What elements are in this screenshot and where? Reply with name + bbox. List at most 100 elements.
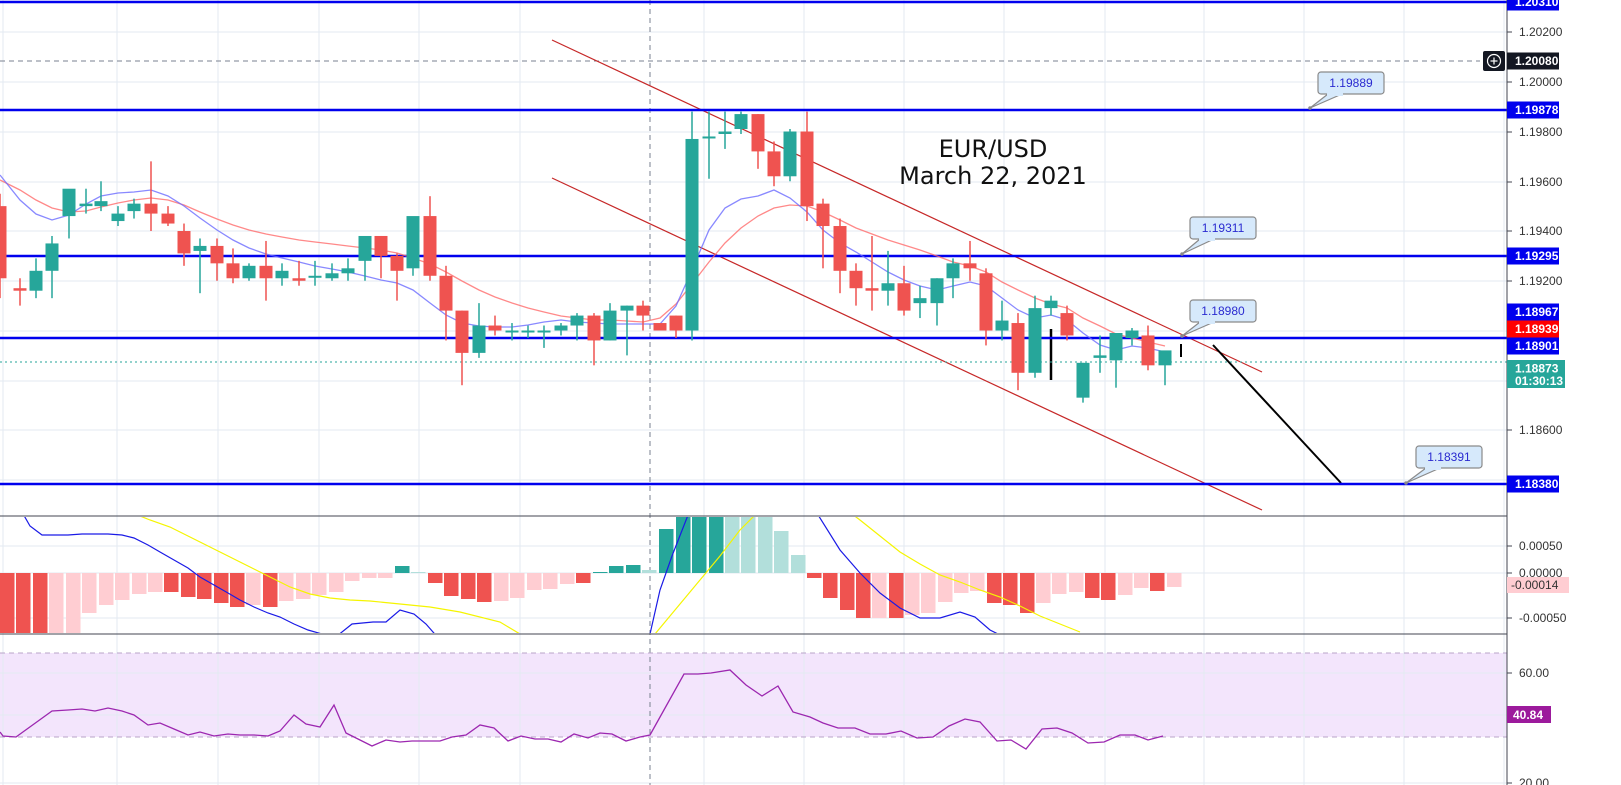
macd-bar <box>774 531 789 573</box>
macd-bar <box>1150 573 1165 591</box>
ema-fast-line <box>0 174 1166 353</box>
candle <box>1076 362 1090 403</box>
candle <box>1028 295 1042 378</box>
candle <box>718 111 732 149</box>
macd-bar <box>856 573 871 618</box>
candle <box>783 129 797 182</box>
macd-bar <box>197 573 212 599</box>
candle <box>1093 335 1107 373</box>
candle <box>881 250 895 306</box>
svg-text:40.84: 40.84 <box>1513 708 1543 722</box>
candle <box>275 263 289 286</box>
candle <box>0 193 7 299</box>
macd-bar <box>758 517 773 573</box>
candle <box>913 285 927 319</box>
price-callouts[interactable]: 1.19889 1.19311 1.18980 1.18391 <box>1180 71 1483 485</box>
rsi-tick-label: 20.00 <box>1519 776 1549 785</box>
macd-bar <box>263 573 278 607</box>
price-callout[interactable]: 1.19311 <box>1180 216 1257 256</box>
macd-bar <box>477 573 492 602</box>
macd-bar <box>296 573 311 599</box>
price-tick-label: 1.19400 <box>1519 224 1563 238</box>
price-callout[interactable]: 1.18980 <box>1180 299 1257 338</box>
chart-title-line1: EUR/USD <box>939 135 1048 163</box>
candle <box>620 305 634 356</box>
macd-bar <box>1118 573 1133 595</box>
price-callout[interactable]: 1.18391 <box>1404 445 1483 485</box>
macd-bar <box>444 573 459 596</box>
signal-line <box>140 517 1081 633</box>
macd-bar <box>461 573 476 599</box>
callout-label: 1.19889 <box>1329 76 1373 90</box>
price-callout[interactable]: 1.19889 <box>1308 71 1385 110</box>
macd-bar <box>642 570 657 573</box>
candle <box>865 235 879 311</box>
macd-bar <box>49 573 64 633</box>
candle <box>505 323 519 341</box>
candle <box>570 313 584 341</box>
price-tick-label: 1.19800 <box>1519 125 1563 139</box>
macd-bar <box>741 517 756 573</box>
macd-bar <box>312 573 327 595</box>
macd-bar <box>33 573 48 633</box>
macd-bar <box>543 573 558 589</box>
candle <box>308 260 322 286</box>
macd-bar <box>378 573 393 578</box>
candle <box>193 238 207 294</box>
macd-bar <box>510 573 525 598</box>
candle <box>816 198 830 269</box>
candle <box>537 325 551 348</box>
macd-value-tag: -0.00014 <box>1507 577 1569 593</box>
macd-bar <box>593 572 608 573</box>
candle <box>1158 350 1172 386</box>
svg-text:1.18967: 1.18967 <box>1515 305 1559 319</box>
macd-bar <box>362 573 377 578</box>
candle <box>472 303 486 358</box>
svg-text:1.18380: 1.18380 <box>1515 477 1559 491</box>
candle <box>226 248 240 284</box>
macd-bar <box>676 517 691 573</box>
candle <box>669 315 683 338</box>
price-axis-tags: 1.20310 1.20080 1.19878 1.19295 1.18967 1.189… <box>1507 0 1569 723</box>
price-axis-panel[interactable] <box>1507 0 1621 785</box>
descending-channel[interactable] <box>551 39 1263 511</box>
price-tag: 1.18967 <box>1507 303 1559 321</box>
macd-bar <box>66 573 81 633</box>
svg-text:-0.00014: -0.00014 <box>1511 578 1559 592</box>
macd-bar <box>807 573 822 578</box>
candle <box>13 278 27 306</box>
rsi-line <box>0 669 1164 750</box>
macd-bar <box>889 573 904 618</box>
svg-text:1.20310: 1.20310 <box>1515 0 1559 9</box>
svg-text:01:30:13: 01:30:13 <box>1515 374 1563 388</box>
support-resistance-lines[interactable] <box>0 0 1507 486</box>
candle <box>292 260 306 286</box>
price-tick-label: 1.19200 <box>1519 274 1563 288</box>
candle <box>702 111 716 179</box>
macd-bar <box>659 529 674 573</box>
macd-bar <box>905 573 920 615</box>
candle <box>423 196 437 281</box>
macd-tick-label: -0.00050 <box>1519 611 1567 625</box>
candle <box>554 323 568 336</box>
macd-bar <box>576 573 591 583</box>
svg-text:1.18939: 1.18939 <box>1515 322 1559 336</box>
candle <box>734 111 748 134</box>
macd-bar <box>938 573 953 602</box>
macd-bar <box>791 555 806 573</box>
price-axis-ticks: 1.20200 1.20000 1.19800 1.19600 1.19400 1.192… <box>1507 25 1567 785</box>
candle <box>751 114 765 169</box>
macd-bar <box>725 517 740 573</box>
svg-text:1.19295: 1.19295 <box>1515 249 1559 263</box>
candle <box>653 323 667 331</box>
macd-bar <box>395 566 410 573</box>
candle <box>603 303 617 341</box>
macd-bar <box>115 573 130 600</box>
crosshair-add-button[interactable] <box>1483 51 1505 71</box>
projection-line[interactable] <box>1212 344 1342 484</box>
candle <box>406 216 420 276</box>
macd-tick-label: 0.00050 <box>1519 539 1563 553</box>
macd-bar <box>494 573 509 601</box>
macd-bar <box>164 573 179 592</box>
